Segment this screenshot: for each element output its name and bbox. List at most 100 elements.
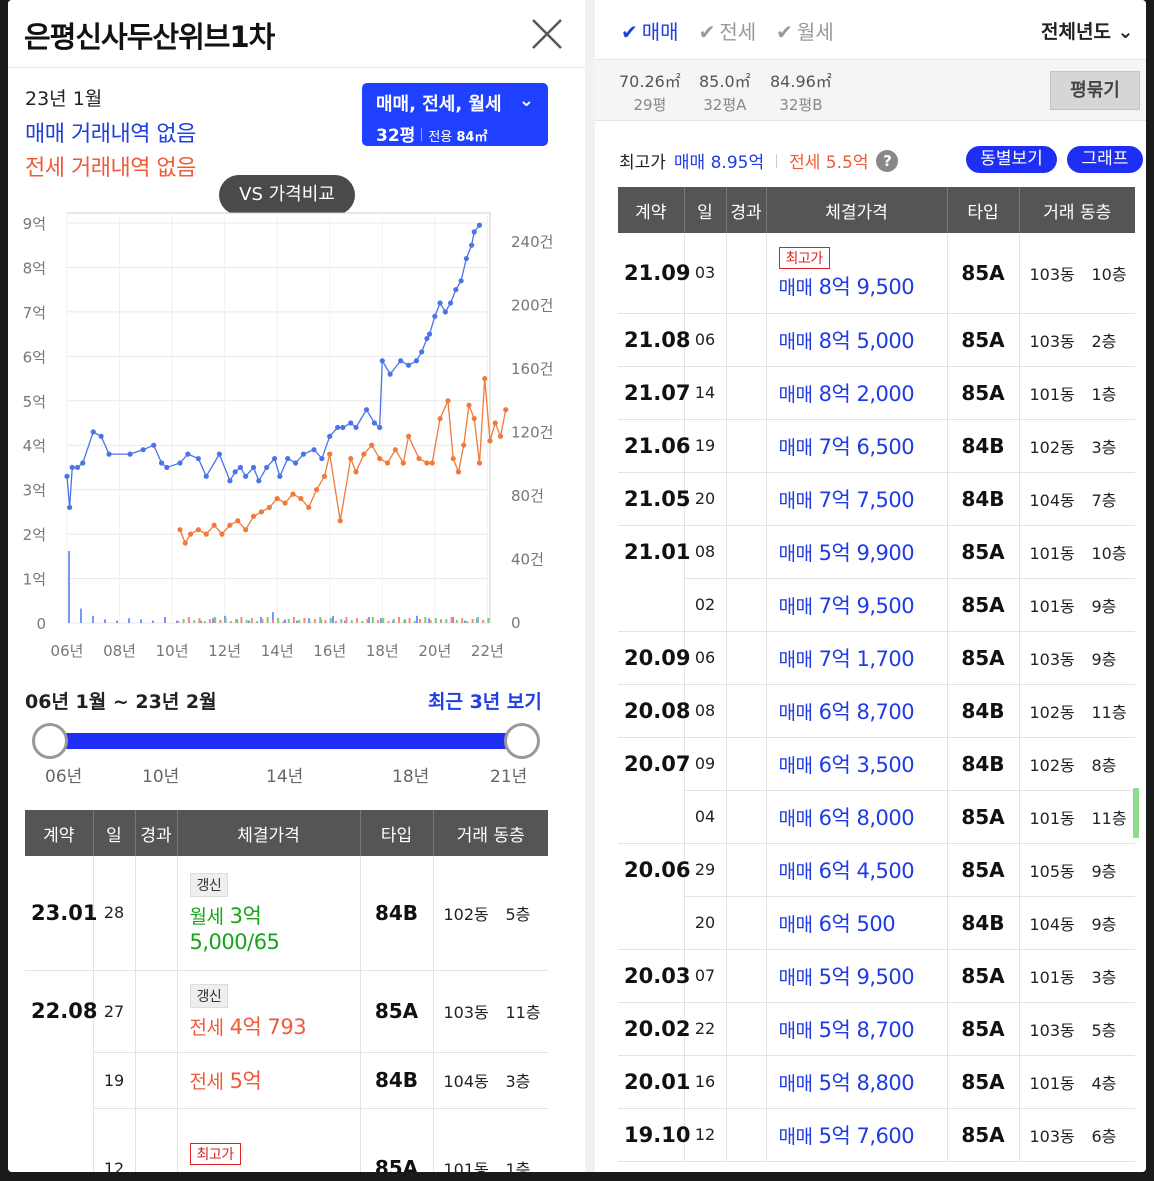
floor-value: 10층 [1091,543,1127,563]
volume-bar [261,619,264,623]
max-price-tag: 최고가 [189,1142,241,1165]
volume-bar [445,619,448,623]
col-header-elapsed[interactable]: 경과 [135,810,178,856]
volume-bar [387,621,390,623]
volume-bar [356,618,359,623]
col-header-elapsed[interactable]: 경과 [726,187,767,233]
table-row[interactable]: 21.01 08 매매 5억 9,900 85A 101동 10층 [618,525,1135,579]
data-point [90,429,96,435]
table-row[interactable]: 20.02 22 매매 5억 8,700 85A 103동 5층 [618,1002,1135,1056]
chevron-down-icon: ⌄ [518,90,534,111]
col-header-day[interactable]: 일 [93,810,136,856]
data-point [327,433,333,439]
data-point [195,527,201,533]
data-point [413,358,420,364]
slider-tick: 21년 [490,767,528,787]
year-select[interactable]: 전체년도 ⌄ [1041,21,1134,43]
size-option[interactable]: 84.96㎡ 32평B [770,72,832,114]
col-header-contract[interactable]: 계약 [25,810,94,856]
deal-filter-button[interactable]: 매매, 전세, 월세 ⌄ 32평 전용 84㎡ [362,83,548,146]
data-point [235,518,241,524]
table-row[interactable]: 21.07 14 매매 8억 2,000 85A 101동 1층 [618,366,1135,420]
contract-month: 20.09 [618,631,690,685]
table-row[interactable]: 04 매매 6억 8,000 85A 101동 11층 [618,790,1135,844]
volume-bar [303,618,306,623]
col-header-contract[interactable]: 계약 [618,187,685,233]
table-row[interactable]: 02 매매 7억 9,500 85A 101동 9층 [618,578,1135,632]
table-row[interactable]: 21.08 06 매매 8억 5,000 85A 103동 2층 [618,313,1135,367]
graph-button[interactable]: 그래프 [1067,146,1143,173]
type-cell: 85A [947,949,1020,1003]
y-tick-label: 3억 [23,482,46,500]
table-row[interactable]: 20.03 07 매매 5억 9,500 85A 101동 3층 [618,949,1135,1003]
check-monthly[interactable]: ✔ 월세 [776,20,834,44]
table-row[interactable]: 20.06 29 매매 6억 4,500 85A 105동 9층 [618,843,1135,897]
contract-month: 20.01 [618,1055,690,1109]
size-option[interactable]: 85.0㎡ 32평A [699,72,751,114]
data-point [469,242,475,248]
floor-value: 9층 [1091,596,1117,616]
volume-bar [313,619,316,623]
table-row[interactable]: 20.07 09 매매 6억 3,500 84B 102동 8층 [618,737,1135,791]
vs-compare-button[interactable]: VS 가격비교 [219,175,355,215]
data-point [274,495,280,502]
volume-bar [366,619,369,623]
table-row[interactable]: 21.06 19 매매 7억 6,500 84B 102동 3층 [618,419,1135,473]
table-row[interactable]: 20 매매 6억 500 84B 104동 9층 [618,896,1135,950]
volume-bar [392,619,395,623]
data-point [258,509,265,515]
size-option[interactable]: 70.26㎡ 29평 [619,72,681,114]
col-header-day[interactable]: 일 [684,187,727,233]
data-point [271,455,278,462]
volume-bar [245,620,248,623]
table-row[interactable]: 19.10 12 매매 5억 7,600 85A 103동 6층 [618,1108,1135,1162]
table-row[interactable]: 23.01 28 갱신 월세 3억 5,000/65 84B 102동 5층 [25,856,548,971]
table-row[interactable]: 20.08 08 매매 6억 8,700 84B 102동 11층 [618,684,1135,738]
day-cell: 20 [684,896,727,950]
group-pyeong-button[interactable]: 평묶기 [1050,71,1140,110]
volume-bar [434,618,437,623]
volume-bar [214,617,217,623]
deal-kind: 매매 [778,489,813,512]
range-slider-track[interactable] [48,733,523,749]
floor-value: 9층 [1091,861,1117,881]
data-point [140,447,146,453]
table-row[interactable]: 19 전세 5억 84B 104동 3층 [25,1052,548,1109]
col-header-price[interactable]: 체결가격 [177,810,361,856]
volume-bar [455,620,458,623]
check-jeonse[interactable]: ✔ 전세 [698,20,757,44]
table-row[interactable]: 21.05 20 매매 7억 7,500 84B 104동 7층 [618,472,1135,526]
data-point [503,407,509,413]
col-header-price[interactable]: 체결가격 [766,187,948,233]
dong-value: 101동 [443,1160,489,1172]
price-cell: 최고가전세 5억 5,000 [177,1108,361,1172]
data-point [127,451,133,457]
col-header-floor[interactable]: 거래 동층 [1019,187,1135,233]
table-row[interactable]: 21.09 03 최고가 매매 8억 9,500 85A 103동 10층 [618,233,1135,314]
floor-cell: 105동 9층 [1019,843,1135,897]
range-slider-end-handle[interactable] [504,723,540,759]
max-rent-value: 전세 5.5억 [789,153,869,173]
check-buy[interactable]: ✔ 매매 [621,20,679,44]
y2-tick-label: 120건 [511,424,553,442]
data-point [298,495,304,502]
dong-value: 103동 [1029,331,1075,351]
table-row[interactable]: 22.08 27 갱신 전세 4억 793 85A 103동 11층 [25,970,548,1053]
scrollbar-thumb[interactable] [1133,788,1139,838]
table-row[interactable]: 20.09 06 매매 7억 1,700 85A 103동 9층 [618,631,1135,685]
volume-bar [182,619,185,623]
col-header-type[interactable]: 타입 [360,810,434,856]
volume-bar [350,620,353,623]
by-dong-button[interactable]: 동별보기 [966,146,1057,173]
range-slider-start-handle[interactable] [32,723,68,759]
y2-tick-label: 240건 [511,233,553,251]
close-icon[interactable] [530,17,564,51]
help-icon[interactable]: ? [876,149,899,172]
col-header-type[interactable]: 타입 [947,187,1020,233]
table-row[interactable]: 20.01 16 매매 5억 8,800 85A 101동 4층 [618,1055,1135,1109]
col-header-floor[interactable]: 거래 동층 [433,810,548,856]
recent-3-years-link[interactable]: 최근 3년 보기 [428,691,542,713]
day-cell: 22 [684,1002,727,1056]
volume-bar [176,620,178,623]
